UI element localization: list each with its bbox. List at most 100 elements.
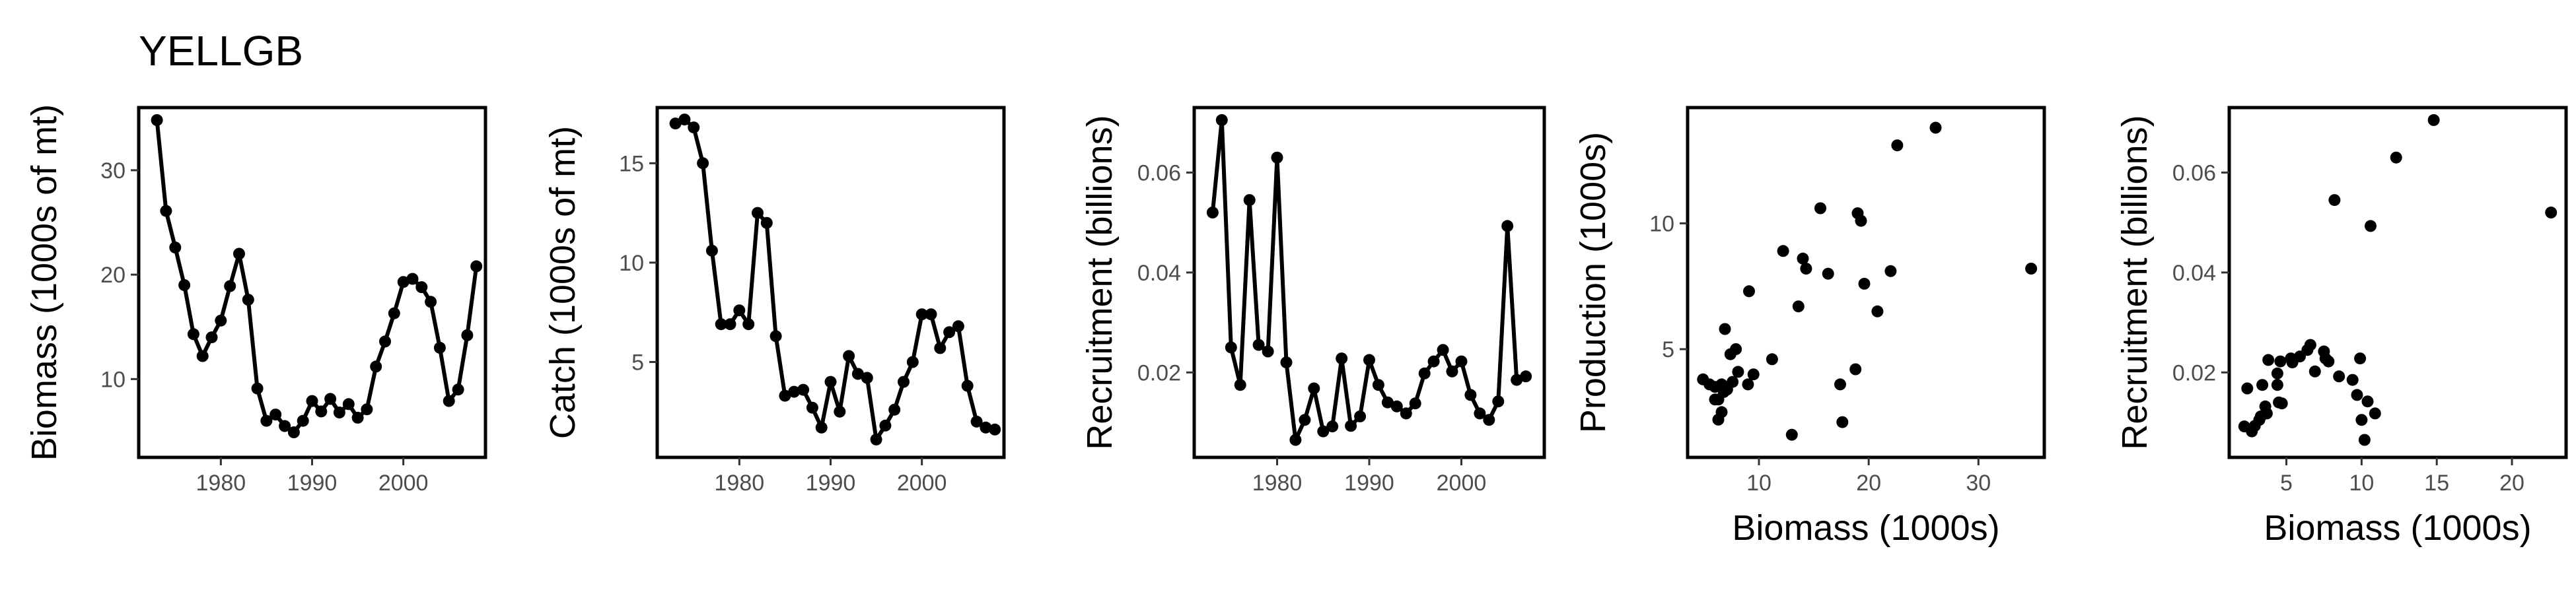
y-axis-label: Production (1000s) bbox=[1573, 132, 1613, 433]
data-point bbox=[2271, 379, 2283, 391]
data-point bbox=[260, 414, 273, 427]
data-point bbox=[2354, 352, 2367, 365]
data-point bbox=[970, 415, 983, 428]
x-tick-label: 10 bbox=[2349, 471, 2374, 496]
data-point bbox=[2545, 207, 2558, 218]
y-tick-label: 10 bbox=[1649, 211, 1674, 236]
data-point bbox=[915, 308, 928, 321]
x-tick-label: 1980 bbox=[1252, 471, 1303, 496]
chart-panel-4: 10 20 30 5 10 Production (1000s) Biomass (1000… bbox=[1573, 106, 2046, 548]
x-tick-label: 30 bbox=[1966, 471, 1991, 496]
data-point bbox=[678, 114, 691, 126]
data-point bbox=[224, 280, 236, 292]
x-tick-label: 20 bbox=[1856, 471, 1881, 496]
data-point bbox=[315, 405, 328, 418]
data-point bbox=[898, 376, 910, 388]
data-point bbox=[752, 207, 764, 219]
data-point bbox=[2274, 355, 2287, 368]
data-point bbox=[2285, 352, 2297, 365]
chart-panel-5: 5 10 15 20 0.02 0.04 0.06 Recruitment (billions… bbox=[2115, 106, 2568, 548]
data-point bbox=[1747, 368, 1760, 381]
data-point bbox=[1464, 389, 1477, 401]
data-point bbox=[1271, 151, 1283, 164]
data-point bbox=[287, 426, 300, 438]
data-point bbox=[1719, 323, 1731, 335]
data-point bbox=[769, 330, 782, 343]
data-point bbox=[1855, 214, 1867, 227]
data-point bbox=[1871, 305, 1884, 317]
y-tick-label: 15 bbox=[619, 151, 644, 176]
data-point bbox=[1252, 339, 1265, 351]
data-point bbox=[1409, 397, 1421, 410]
data-point bbox=[742, 318, 755, 331]
data-point bbox=[1492, 395, 1505, 408]
data-point bbox=[2308, 365, 2321, 378]
data-point bbox=[2365, 220, 2377, 232]
data-point bbox=[1785, 428, 1798, 441]
chart-panel-2: 1980 1990 2000 5 10 15 Catch (1000s of mt) bbox=[543, 106, 1006, 496]
series-line bbox=[1210, 117, 1527, 442]
data-point bbox=[697, 157, 709, 170]
data-point bbox=[1732, 366, 1744, 378]
data-point bbox=[1289, 434, 1302, 446]
x-tick-label: 1990 bbox=[1344, 471, 1394, 496]
data-point bbox=[1724, 348, 1736, 360]
data-point bbox=[233, 248, 245, 260]
y-tick-label: 0.02 bbox=[1137, 360, 1181, 385]
data-point bbox=[2025, 263, 2038, 275]
data-point bbox=[1777, 245, 1789, 257]
data-point bbox=[961, 380, 974, 392]
data-point bbox=[1262, 345, 1274, 358]
y-tick-label: 30 bbox=[100, 158, 125, 183]
plot-frame bbox=[2227, 106, 2568, 459]
data-point bbox=[1822, 267, 1834, 280]
data-point bbox=[406, 273, 419, 285]
y-tick-label: 5 bbox=[1662, 337, 1674, 362]
data-point bbox=[1834, 378, 1846, 391]
data-point bbox=[1836, 416, 1849, 428]
data-point bbox=[361, 403, 373, 416]
data-point bbox=[1400, 407, 1412, 420]
x-tick-label: 2000 bbox=[1437, 471, 1487, 496]
data-point bbox=[943, 326, 956, 339]
data-point bbox=[1715, 406, 1728, 418]
data-point bbox=[779, 389, 791, 402]
data-point bbox=[925, 308, 937, 321]
y-axis-label: Recruitment (billions) bbox=[1080, 115, 1120, 449]
data-point bbox=[2328, 194, 2341, 207]
data-point bbox=[824, 376, 837, 388]
data-point bbox=[196, 350, 209, 362]
y-tick-label: 0.06 bbox=[2172, 160, 2216, 185]
data-point bbox=[2358, 434, 2371, 446]
x-tick-label: 20 bbox=[2499, 471, 2524, 496]
x-tick-label: 15 bbox=[2424, 471, 2449, 496]
data-point bbox=[989, 423, 1001, 436]
data-point bbox=[2260, 407, 2273, 420]
x-axis-label: Biomass (1000s) bbox=[1732, 508, 1999, 548]
data-point bbox=[279, 420, 291, 432]
data-point bbox=[443, 395, 455, 407]
data-point bbox=[470, 260, 483, 273]
data-point bbox=[1427, 355, 1440, 368]
data-point bbox=[2241, 382, 2254, 395]
data-point bbox=[1437, 344, 1449, 356]
chart-panel-1: 1980 1990 2000 10 20 30 Biomass (1000s of mt) bbox=[24, 104, 487, 496]
data-point bbox=[251, 382, 264, 395]
data-point bbox=[888, 403, 901, 416]
data-point bbox=[870, 433, 882, 446]
data-point bbox=[433, 341, 446, 354]
data-point bbox=[1308, 382, 1320, 395]
data-point bbox=[1326, 420, 1339, 433]
y-tick-label: 5 bbox=[631, 350, 644, 375]
data-point bbox=[178, 279, 191, 291]
y-tick-label: 0.06 bbox=[1137, 160, 1181, 185]
y-tick-label: 10 bbox=[100, 367, 125, 392]
data-point bbox=[2256, 379, 2269, 391]
data-point bbox=[843, 350, 855, 362]
y-tick-label: 0.02 bbox=[2172, 360, 2216, 385]
data-point bbox=[1743, 285, 1755, 298]
data-point bbox=[397, 276, 410, 288]
data-point bbox=[2369, 407, 2381, 420]
figure-title: YELLGB bbox=[139, 27, 304, 75]
